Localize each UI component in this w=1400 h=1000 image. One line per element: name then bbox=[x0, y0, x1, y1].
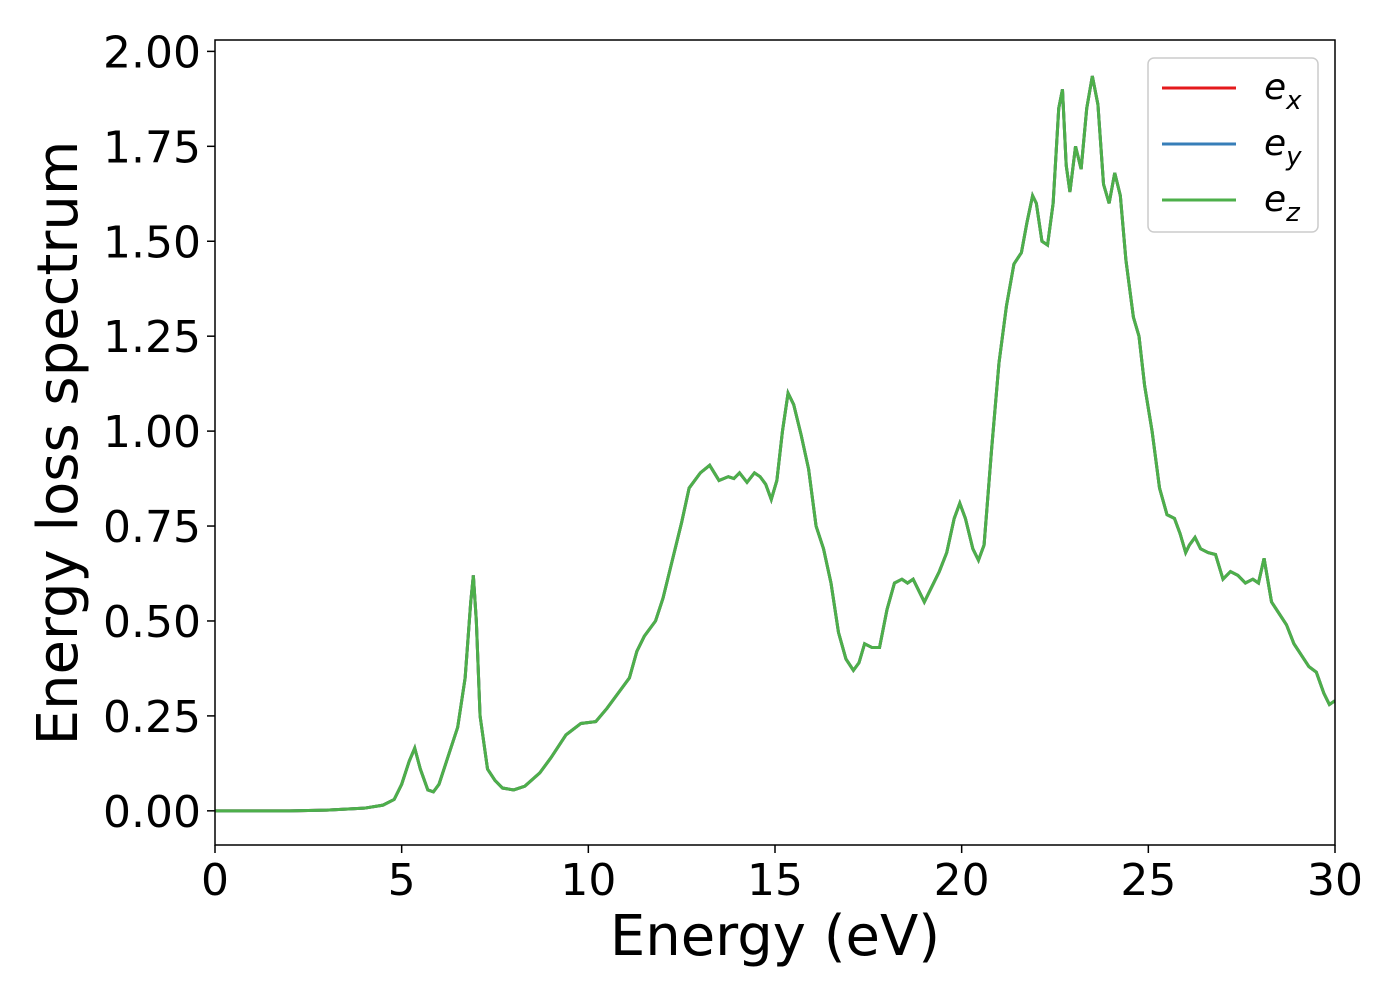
x-tick-label: 20 bbox=[934, 855, 990, 906]
y-axis-label: Energy loss spectrum bbox=[26, 141, 91, 746]
legend-label: ey bbox=[1264, 123, 1302, 172]
line bbox=[215, 75, 1335, 813]
y-tick-label: 0.50 bbox=[103, 597, 201, 648]
legend-label: ez bbox=[1264, 179, 1301, 228]
y-tick-label: 1.75 bbox=[103, 122, 201, 173]
x-tick-label: 15 bbox=[747, 855, 803, 906]
x-tick-label: 5 bbox=[388, 855, 416, 906]
y-tick-label: 2.00 bbox=[103, 27, 201, 78]
x-tick-label: 30 bbox=[1307, 855, 1363, 906]
x-tick-label: 0 bbox=[201, 855, 229, 906]
legend-label: ex bbox=[1264, 67, 1302, 116]
plot-frame bbox=[214, 39, 1336, 846]
y-tick-label: 0.00 bbox=[103, 787, 201, 838]
x-tick-label: 25 bbox=[1120, 855, 1176, 906]
x-tick-label: 10 bbox=[560, 855, 616, 906]
y-tick-label: 0.75 bbox=[103, 502, 201, 553]
y-tick-label: 1.50 bbox=[103, 217, 201, 268]
y-tick-label: 1.00 bbox=[103, 407, 201, 458]
x-axis-label: Energy (eV) bbox=[610, 904, 940, 969]
y-tick-label: 0.25 bbox=[103, 692, 201, 743]
y-tick-label: 1.25 bbox=[103, 312, 201, 363]
